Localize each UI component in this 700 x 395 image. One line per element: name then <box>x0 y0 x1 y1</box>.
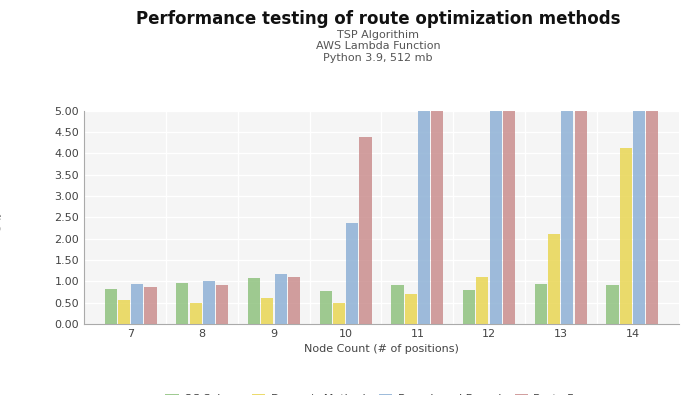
Bar <box>575 111 587 324</box>
Bar <box>503 111 515 324</box>
Bar <box>391 285 403 324</box>
Bar <box>548 234 560 324</box>
Bar <box>274 274 287 324</box>
Bar <box>216 285 228 324</box>
Text: Performance testing of route optimization methods: Performance testing of route optimizatio… <box>136 10 620 28</box>
Bar <box>360 137 372 324</box>
Bar <box>606 285 619 324</box>
Bar <box>144 287 157 324</box>
Bar <box>248 278 260 324</box>
Text: AWS Lambda Function: AWS Lambda Function <box>316 41 440 51</box>
Bar <box>288 276 300 324</box>
Bar <box>561 111 573 324</box>
Bar <box>203 281 215 324</box>
Bar <box>346 223 358 324</box>
Bar <box>535 284 547 324</box>
Bar <box>190 303 202 324</box>
Bar <box>320 291 332 324</box>
Text: TSP Algorithim: TSP Algorithim <box>337 30 419 40</box>
Bar <box>104 289 117 324</box>
Y-axis label: Execution
Time
(seconds): Execution Time (seconds) <box>0 201 1 234</box>
Bar <box>489 111 502 324</box>
Bar <box>405 294 416 324</box>
Text: Python 3.9, 512 mb: Python 3.9, 512 mb <box>323 53 433 63</box>
Bar <box>646 111 659 324</box>
Legend: OS Solver, Dynamic Method, Branch and Bound, Brute Force: OS Solver, Dynamic Method, Branch and Bo… <box>161 389 602 395</box>
X-axis label: Node Count (# of positions): Node Count (# of positions) <box>304 344 459 354</box>
Bar <box>418 111 430 324</box>
Bar <box>620 148 632 324</box>
Bar <box>476 277 489 324</box>
Bar <box>176 282 188 324</box>
Bar <box>118 301 130 324</box>
Bar <box>633 111 645 324</box>
Bar <box>463 290 475 324</box>
Bar <box>261 298 274 324</box>
Bar <box>131 284 144 324</box>
Bar <box>333 303 345 324</box>
Bar <box>431 111 443 324</box>
